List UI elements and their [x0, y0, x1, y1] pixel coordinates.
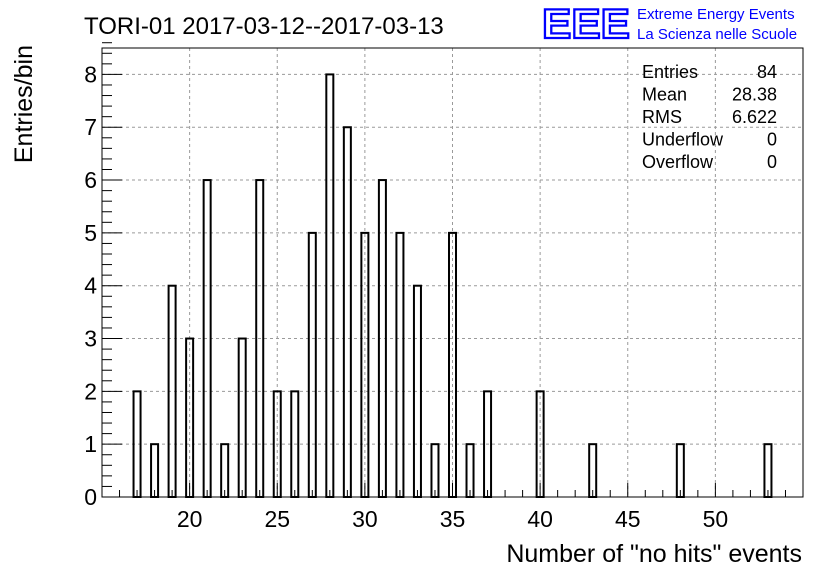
x-tick-label: 45	[615, 506, 641, 532]
logo-line1: Extreme Energy Events	[637, 6, 795, 23]
logo-line2: La Scienza nelle Scuole	[637, 26, 797, 43]
eee-logo: EEE Extreme Energy Events La Scienza nel…	[541, 0, 797, 48]
stats-box: Entries 84 Mean 28.38 RMS 6.622 Underflow 0 Over…	[642, 62, 777, 172]
x-tick-label: 25	[264, 506, 290, 532]
y-tick-label: 7	[84, 114, 97, 140]
x-tick-label: 50	[703, 506, 729, 532]
y-tick-label: 2	[84, 378, 97, 404]
histogram-bar	[430, 443, 440, 499]
stats-value: 6.622	[732, 107, 777, 127]
y-axis-label: Entries/bin	[10, 45, 38, 163]
y-tick-label: 5	[84, 220, 97, 246]
x-tick-label: 35	[440, 506, 466, 532]
stats-label: Mean	[642, 85, 687, 105]
stats-label: RMS	[642, 107, 682, 127]
y-tick-label: 0	[84, 484, 97, 510]
histogram-bar	[342, 126, 352, 498]
histogram-bar	[588, 443, 598, 499]
x-tick-label: 20	[177, 506, 203, 532]
histogram-bar	[150, 443, 160, 499]
histogram-bar	[465, 443, 475, 499]
stats-value: 0	[767, 152, 777, 172]
histogram-bar	[237, 337, 247, 498]
x-tick-label: 30	[352, 506, 378, 532]
histogram-bar	[675, 443, 685, 499]
y-tick-label: 8	[84, 61, 97, 87]
stats-value: 0	[767, 130, 777, 150]
y-tick-label: 3	[84, 326, 97, 352]
grid-lines	[102, 48, 803, 497]
x-tick-label: 40	[527, 506, 553, 532]
x-axis-label: Number of "no hits" events	[506, 540, 802, 568]
y-tick-label: 4	[84, 273, 97, 299]
stats-value: 28.38	[732, 85, 777, 105]
histogram-bar	[220, 443, 230, 499]
y-tick-label: 6	[84, 167, 97, 193]
stats-label: Underflow	[642, 130, 724, 150]
logo-mark: EEE	[542, 0, 630, 47]
histogram-bar	[763, 443, 773, 499]
stats-value: 84	[757, 62, 777, 82]
histogram-bar	[395, 231, 405, 498]
y-tick-label: 1	[84, 431, 97, 457]
stats-label: Entries	[642, 62, 698, 82]
chart-title: TORI-01 2017-03-12--2017-03-13	[84, 13, 444, 40]
stats-label: Overflow	[642, 152, 714, 172]
histogram-bar	[307, 231, 317, 498]
axis-ticks	[101, 42, 804, 498]
